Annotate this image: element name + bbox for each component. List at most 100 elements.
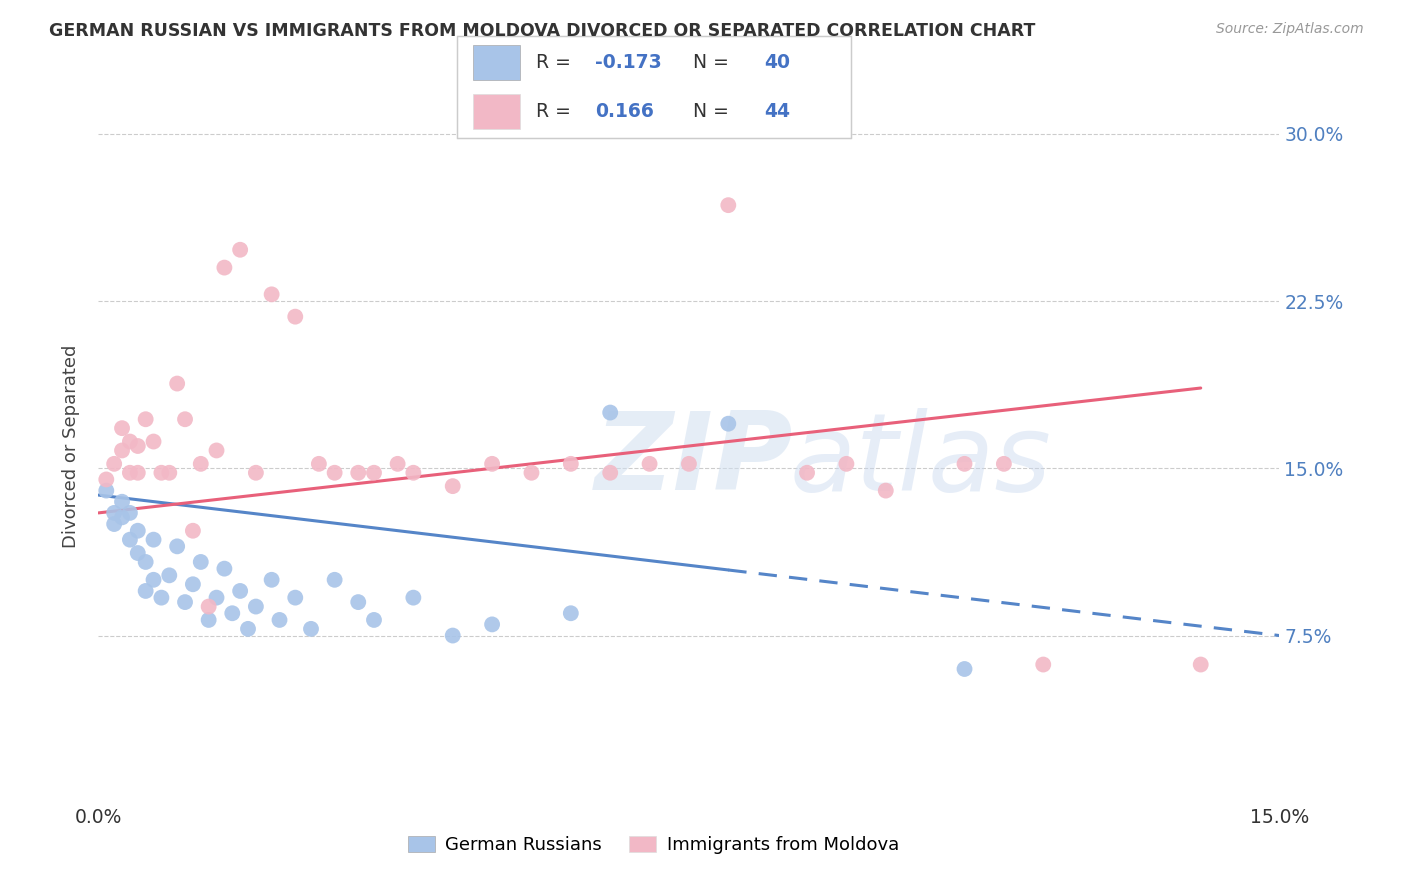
Point bbox=[111, 510, 134, 524]
Point bbox=[205, 443, 228, 458]
Point bbox=[127, 466, 149, 480]
Point bbox=[127, 524, 149, 538]
Point bbox=[835, 457, 858, 471]
Point bbox=[118, 466, 141, 480]
Point bbox=[299, 622, 322, 636]
Text: -0.173: -0.173 bbox=[595, 53, 661, 72]
Point bbox=[402, 466, 425, 480]
Point bbox=[481, 617, 503, 632]
Point bbox=[142, 573, 165, 587]
Point bbox=[142, 533, 165, 547]
Point bbox=[174, 595, 197, 609]
Point bbox=[118, 506, 141, 520]
Point bbox=[560, 457, 582, 471]
Point bbox=[135, 412, 157, 426]
Point bbox=[142, 434, 165, 449]
Point bbox=[111, 494, 134, 508]
Point bbox=[796, 466, 818, 480]
Point bbox=[214, 260, 236, 275]
Text: ZIP: ZIP bbox=[595, 408, 793, 513]
Point bbox=[166, 376, 188, 391]
Text: 44: 44 bbox=[763, 102, 790, 121]
Text: N =: N = bbox=[693, 53, 735, 72]
FancyBboxPatch shape bbox=[472, 45, 520, 79]
Point bbox=[363, 613, 385, 627]
Point bbox=[214, 562, 236, 576]
Point bbox=[520, 466, 543, 480]
Point bbox=[638, 457, 661, 471]
Point bbox=[96, 483, 118, 498]
Point bbox=[678, 457, 700, 471]
Point bbox=[205, 591, 228, 605]
Point bbox=[96, 473, 118, 487]
Point bbox=[236, 622, 259, 636]
Point bbox=[229, 583, 252, 598]
Text: N =: N = bbox=[693, 102, 735, 121]
Point bbox=[135, 583, 157, 598]
Text: GERMAN RUSSIAN VS IMMIGRANTS FROM MOLDOVA DIVORCED OR SEPARATED CORRELATION CHAR: GERMAN RUSSIAN VS IMMIGRANTS FROM MOLDOV… bbox=[49, 22, 1036, 40]
Text: 0.166: 0.166 bbox=[595, 102, 654, 121]
Point bbox=[284, 310, 307, 324]
Point bbox=[181, 577, 204, 591]
Point bbox=[717, 417, 740, 431]
Point bbox=[166, 539, 188, 553]
Point bbox=[221, 607, 243, 621]
Point bbox=[560, 607, 582, 621]
Point bbox=[323, 466, 346, 480]
Text: atlas: atlas bbox=[789, 408, 1052, 513]
Point bbox=[1032, 657, 1054, 672]
Point bbox=[441, 628, 464, 642]
Point bbox=[135, 555, 157, 569]
Point bbox=[347, 595, 370, 609]
Point bbox=[284, 591, 307, 605]
Point bbox=[150, 466, 173, 480]
Point bbox=[197, 613, 219, 627]
Point bbox=[260, 287, 283, 301]
Point bbox=[245, 466, 267, 480]
Point bbox=[323, 573, 346, 587]
Point bbox=[118, 533, 141, 547]
Text: Source: ZipAtlas.com: Source: ZipAtlas.com bbox=[1216, 22, 1364, 37]
Point bbox=[190, 555, 212, 569]
Point bbox=[441, 479, 464, 493]
Point bbox=[229, 243, 252, 257]
Point bbox=[197, 599, 219, 614]
Point bbox=[111, 421, 134, 435]
Point bbox=[953, 662, 976, 676]
Legend: German Russians, Immigrants from Moldova: German Russians, Immigrants from Moldova bbox=[401, 829, 907, 862]
Point bbox=[481, 457, 503, 471]
Point bbox=[127, 546, 149, 560]
Point bbox=[953, 457, 976, 471]
Point bbox=[245, 599, 267, 614]
Point bbox=[103, 457, 125, 471]
FancyBboxPatch shape bbox=[472, 95, 520, 129]
Y-axis label: Divorced or Separated: Divorced or Separated bbox=[62, 344, 80, 548]
Text: 40: 40 bbox=[763, 53, 790, 72]
Point bbox=[402, 591, 425, 605]
Point bbox=[181, 524, 204, 538]
Point bbox=[127, 439, 149, 453]
Point bbox=[118, 434, 141, 449]
Point bbox=[190, 457, 212, 471]
Point bbox=[387, 457, 409, 471]
Point bbox=[875, 483, 897, 498]
Point bbox=[103, 506, 125, 520]
Text: R =: R = bbox=[536, 53, 576, 72]
Point bbox=[260, 573, 283, 587]
Point bbox=[599, 405, 621, 419]
Point bbox=[717, 198, 740, 212]
Point bbox=[103, 516, 125, 531]
Point bbox=[157, 466, 180, 480]
Point bbox=[347, 466, 370, 480]
Point bbox=[308, 457, 330, 471]
Point bbox=[363, 466, 385, 480]
Point bbox=[111, 443, 134, 458]
Point bbox=[174, 412, 197, 426]
Point bbox=[269, 613, 291, 627]
Text: R =: R = bbox=[536, 102, 582, 121]
Point bbox=[150, 591, 173, 605]
Point bbox=[599, 466, 621, 480]
Point bbox=[157, 568, 180, 582]
Point bbox=[993, 457, 1015, 471]
Point bbox=[1189, 657, 1212, 672]
